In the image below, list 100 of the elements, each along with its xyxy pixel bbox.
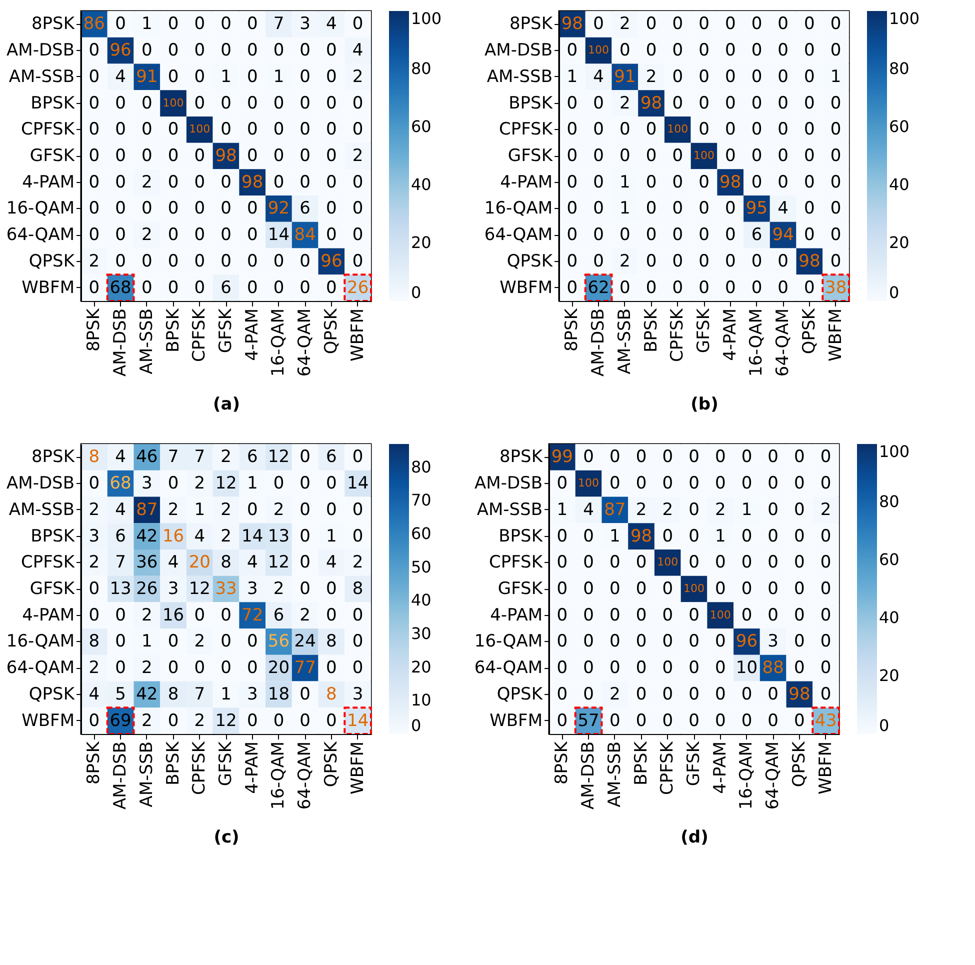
- data-label: 0: [619, 40, 630, 61]
- data-label: 0: [352, 198, 364, 219]
- data-label: 0: [220, 605, 232, 626]
- data-label: 0: [646, 225, 657, 246]
- data-label: 0: [688, 658, 700, 678]
- data-label: 0: [246, 40, 258, 61]
- data-label: 0: [688, 447, 700, 468]
- data-label: 4: [115, 447, 126, 468]
- data-label: 0: [352, 120, 364, 140]
- data-label: 0: [246, 198, 258, 219]
- x-tick-label: AM-SSB: [614, 308, 635, 374]
- data-label: 0: [220, 172, 232, 192]
- data-label: 98: [242, 172, 264, 192]
- data-label: 0: [556, 684, 568, 704]
- color-bar-label: 40: [889, 175, 910, 194]
- data-label: 1: [326, 526, 337, 546]
- data-label: 0: [326, 474, 337, 494]
- data-label: 0: [830, 198, 842, 219]
- data-label: 0: [830, 251, 842, 272]
- data-label: 0: [804, 146, 815, 166]
- data-label: 0: [168, 632, 179, 652]
- data-label: 0: [820, 684, 832, 704]
- data-label: 0: [619, 120, 630, 140]
- data-label: 62: [588, 278, 610, 298]
- data-label: 0: [300, 40, 311, 61]
- data-label: 0: [794, 632, 805, 652]
- data-label: 0: [300, 526, 311, 546]
- data-label: 0: [194, 605, 206, 626]
- data-label: 0: [88, 225, 100, 246]
- data-label: 0: [88, 66, 100, 87]
- data-label: 0: [583, 552, 594, 573]
- data-label: 0: [593, 225, 604, 246]
- data-label: 1: [220, 66, 232, 87]
- data-label: 0: [672, 93, 684, 114]
- data-label: 0: [698, 225, 710, 246]
- data-label: 0: [698, 172, 710, 192]
- x-tick-label: 64-QAM: [295, 308, 316, 377]
- data-label: 0: [698, 251, 710, 272]
- data-label: 4: [583, 500, 594, 520]
- data-label: 0: [326, 500, 337, 520]
- data-label: 0: [672, 172, 684, 192]
- data-label: 1: [556, 500, 568, 520]
- data-label: 100: [710, 608, 731, 622]
- data-label: 0: [300, 278, 311, 298]
- data-label: 0: [556, 658, 568, 678]
- data-label: 0: [794, 526, 805, 546]
- data-label: 91: [614, 66, 636, 87]
- y-tick-label: WBFM: [500, 278, 552, 298]
- data-label: 2: [662, 500, 674, 520]
- data-label: 1: [220, 684, 232, 704]
- data-label: 0: [583, 658, 594, 678]
- data-label: 69: [110, 710, 132, 731]
- data-label: 8: [352, 579, 364, 599]
- data-label: 0: [246, 14, 258, 34]
- data-label: 38: [825, 278, 847, 298]
- data-label: 8: [220, 552, 232, 573]
- data-label: 3: [141, 474, 152, 494]
- data-label: 0: [88, 40, 100, 61]
- y-tick-label: 16-QAM: [6, 198, 74, 219]
- color-bar-label: 0: [411, 283, 422, 302]
- data-label: 0: [768, 447, 779, 468]
- data-label: 0: [778, 278, 789, 298]
- data-label: 0: [352, 14, 364, 34]
- data-label: 0: [741, 684, 752, 704]
- data-label: 0: [794, 710, 805, 731]
- data-label: 0: [830, 225, 842, 246]
- data-label: 0: [804, 40, 815, 61]
- data-label: 0: [698, 40, 710, 61]
- data-label: 0: [593, 93, 604, 114]
- y-tick-label: 16-QAM: [484, 198, 552, 219]
- data-label: 2: [352, 146, 364, 166]
- data-label: 0: [115, 172, 126, 192]
- data-label: 8: [88, 632, 100, 652]
- data-label: 0: [768, 526, 779, 546]
- data-label: 0: [714, 710, 726, 731]
- y-tick-label: 8PSK: [31, 14, 76, 34]
- data-label: 0: [300, 93, 311, 114]
- data-label: 0: [556, 552, 568, 573]
- data-label: 0: [636, 684, 647, 704]
- data-label: 0: [672, 14, 684, 34]
- data-label: 0: [804, 14, 815, 34]
- data-label: 2: [820, 500, 832, 520]
- data-label: 0: [698, 66, 710, 87]
- data-label: 0: [741, 579, 752, 599]
- data-label: 0: [352, 500, 364, 520]
- data-label: 0: [820, 605, 832, 626]
- x-tick-label: 8PSK: [84, 740, 104, 785]
- data-label: 0: [168, 40, 179, 61]
- data-label: 0: [741, 552, 752, 573]
- data-label: 0: [246, 632, 258, 652]
- data-label: 0: [672, 40, 684, 61]
- data-label: 0: [141, 93, 152, 114]
- data-label: 0: [326, 146, 337, 166]
- data-label: 0: [662, 605, 674, 626]
- data-label: 0: [768, 500, 779, 520]
- data-label: 0: [662, 579, 674, 599]
- data-label: 13: [110, 579, 132, 599]
- data-label: 0: [194, 66, 206, 87]
- data-label: 3: [352, 684, 364, 704]
- data-label: 0: [352, 447, 364, 468]
